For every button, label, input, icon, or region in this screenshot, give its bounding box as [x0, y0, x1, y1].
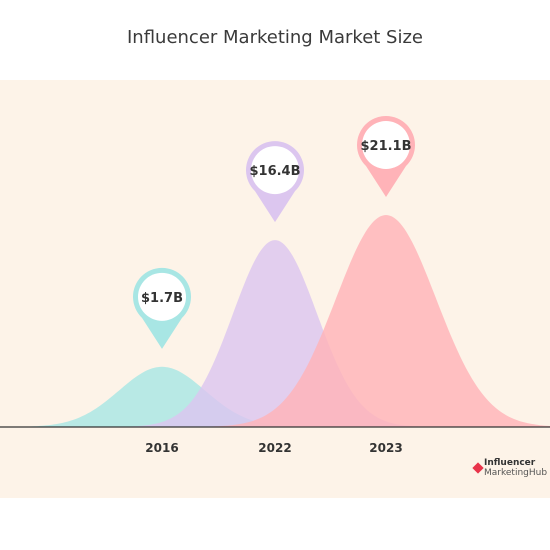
- data-label-2023: $21.1B: [360, 139, 411, 154]
- pin-inner-circle: [251, 146, 299, 195]
- logo-line2: MarketingHub: [484, 468, 548, 478]
- map-pin-icon: $1.7B: [133, 267, 192, 349]
- map-pin-icon: $16.4B: [246, 141, 304, 223]
- tick-label-2023: 2023: [369, 441, 402, 455]
- pin-inner-circle: [138, 272, 186, 321]
- influencer-marketing-hub-logo: Influencer MarketingHub: [472, 458, 550, 480]
- area-2022: [98, 240, 452, 427]
- logo-line1: Influencer: [484, 458, 536, 468]
- tick-label-2016: 2016: [145, 441, 178, 455]
- tick-label-2022: 2022: [258, 441, 291, 455]
- data-label-2022: $16.4B: [249, 164, 300, 179]
- logo-icon: [472, 462, 484, 474]
- pin-inner-circle: [362, 121, 410, 169]
- chart-title: Influencer Marketing Market Size: [126, 27, 423, 48]
- map-pin-icon: $21.1B: [357, 116, 415, 197]
- area-2023: [176, 215, 550, 427]
- area-2016: [0, 366, 343, 427]
- data-label-2016: $1.7B: [141, 291, 183, 306]
